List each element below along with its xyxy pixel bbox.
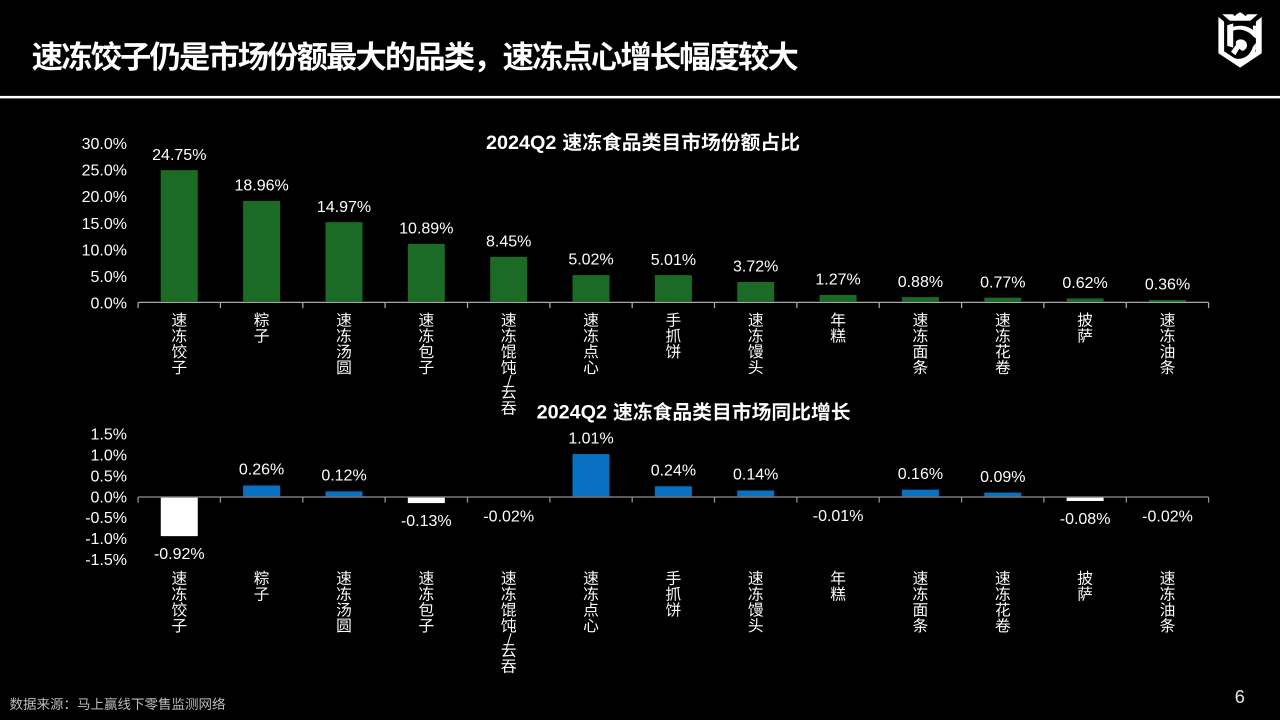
svg-text:0.62%: 0.62% [1062, 275, 1107, 292]
svg-text:2024Q2: 2024Q2 [486, 132, 556, 154]
svg-text:0.77%: 0.77% [980, 274, 1025, 291]
svg-text:3.72%: 3.72% [733, 259, 778, 276]
svg-text:-0.02%: -0.02% [483, 509, 534, 526]
svg-text:5.01%: 5.01% [651, 252, 696, 269]
svg-text:-0.01%: -0.01% [813, 508, 864, 525]
svg-text:6: 6 [1235, 687, 1245, 707]
svg-text:-0.13%: -0.13% [401, 513, 452, 530]
svg-text:1.27%: 1.27% [815, 272, 860, 289]
svg-text:0.0%: 0.0% [91, 489, 127, 506]
svg-text:14.97%: 14.97% [317, 199, 371, 216]
svg-text:0.09%: 0.09% [980, 469, 1025, 486]
svg-text:10.0%: 10.0% [82, 242, 127, 259]
svg-text:15.0%: 15.0% [82, 216, 127, 233]
svg-text:1.5%: 1.5% [91, 427, 127, 444]
svg-text:-0.08%: -0.08% [1060, 511, 1111, 528]
svg-text:0.36%: 0.36% [1145, 277, 1190, 294]
svg-text:0.24%: 0.24% [651, 463, 696, 480]
svg-text:25.0%: 25.0% [82, 163, 127, 180]
svg-text:0.0%: 0.0% [91, 296, 127, 313]
svg-text:-1.5%: -1.5% [85, 552, 127, 569]
svg-text:8.45%: 8.45% [486, 234, 531, 251]
svg-text:20.0%: 20.0% [82, 189, 127, 206]
svg-text:2024Q2: 2024Q2 [537, 402, 607, 424]
svg-text:-1.0%: -1.0% [85, 531, 127, 548]
svg-text:10.89%: 10.89% [399, 221, 453, 238]
svg-text:0.12%: 0.12% [321, 468, 366, 485]
svg-text:5.0%: 5.0% [91, 269, 127, 286]
svg-text:5.02%: 5.02% [568, 252, 613, 269]
svg-text:24.75%: 24.75% [152, 147, 206, 164]
svg-text:0.26%: 0.26% [239, 462, 284, 479]
svg-text:0.5%: 0.5% [91, 468, 127, 485]
svg-text:1.01%: 1.01% [568, 430, 613, 447]
svg-text:0.88%: 0.88% [898, 274, 943, 291]
svg-text:1.0%: 1.0% [91, 447, 127, 464]
svg-text:-0.92%: -0.92% [154, 546, 205, 563]
svg-text:18.96%: 18.96% [234, 178, 288, 195]
svg-text:-0.5%: -0.5% [85, 510, 127, 527]
svg-text:-0.02%: -0.02% [1142, 509, 1193, 526]
svg-text:0.14%: 0.14% [733, 467, 778, 484]
svg-text:30.0%: 30.0% [82, 136, 127, 153]
svg-text:0.16%: 0.16% [898, 466, 943, 483]
